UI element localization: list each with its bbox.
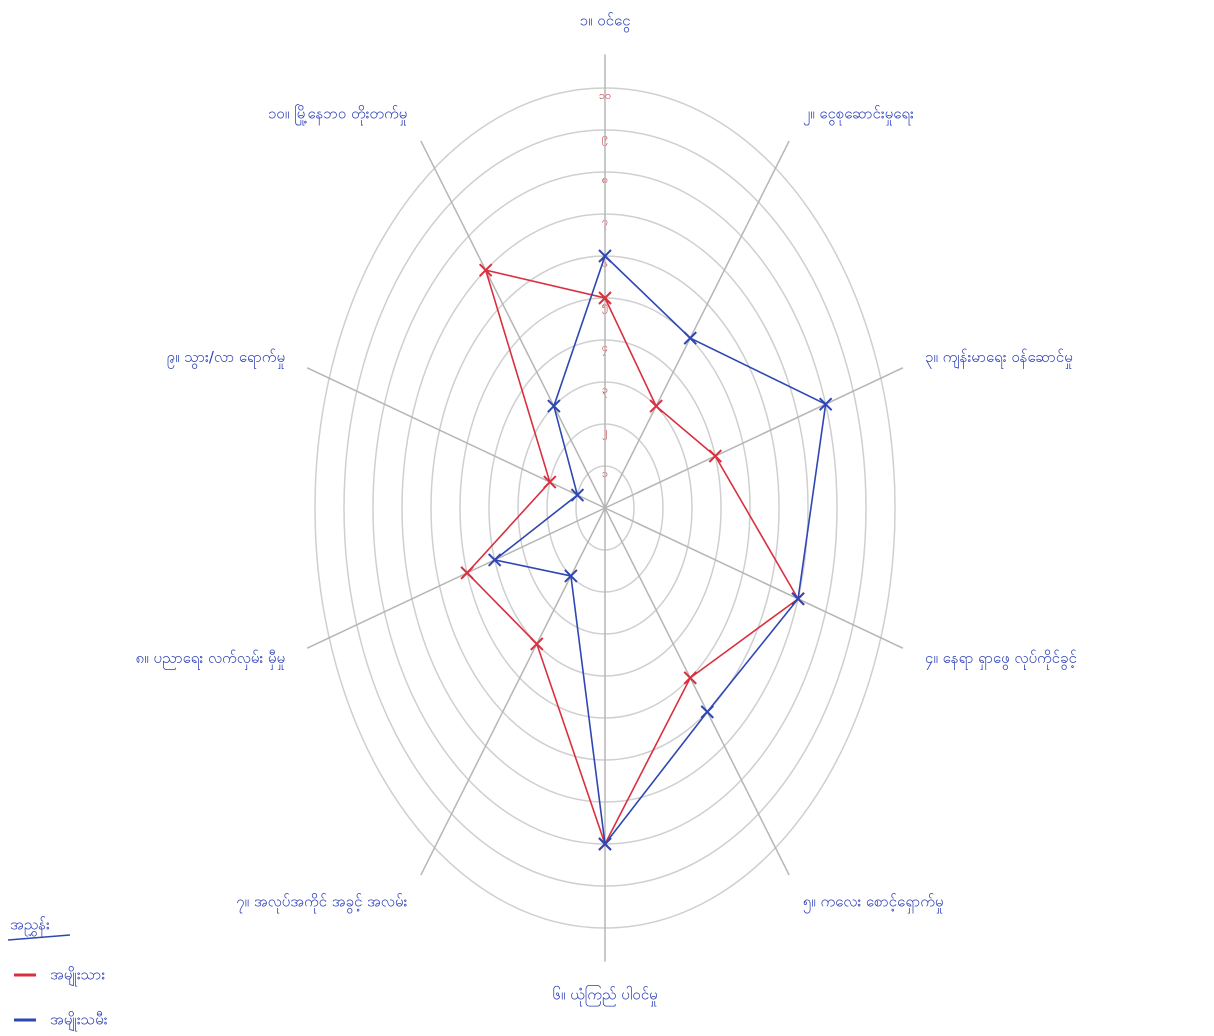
- point-marker: [701, 706, 713, 718]
- point-marker: [650, 400, 662, 412]
- point-marker: [461, 567, 473, 579]
- axis-line: [307, 508, 605, 648]
- point-marker: [709, 450, 721, 462]
- axis-label: ၄။ နေရာ ရှာဖွေ လုပ်ကိုင်ခွင့်: [925, 649, 1077, 670]
- point-marker: [684, 332, 696, 344]
- axis-line: [605, 141, 789, 508]
- axis-label: ၅။ ကလေး စောင့်ရှောက်မှု: [803, 893, 944, 914]
- axis-label: ၇။ အလုပ်အကိုင် အခွင့် အလမ်း: [236, 893, 407, 914]
- axis-label: ၂။ ငွေစုဆောင်းမှုရေး: [803, 104, 914, 125]
- point-marker: [684, 672, 696, 684]
- axis-label: ၁။ ဝင်ငွေ: [580, 11, 631, 32]
- axis-label: ၆။ ယုံကြည် ပါဝင်မှု: [552, 985, 657, 1007]
- axis-line: [605, 368, 903, 508]
- point-marker: [489, 554, 501, 566]
- legend-title: အညွှန်း: [10, 916, 50, 937]
- point-marker: [531, 638, 543, 650]
- axis-line: [605, 508, 903, 648]
- point-marker: [480, 264, 492, 276]
- axis-line: [605, 508, 789, 875]
- chart: ၁၂၃၄၅၆၇၈၉၁၀၁။ ဝင်ငွေ၂။ ငွေစုဆောင်းမှုရေး…: [0, 0, 1214, 1036]
- point-marker: [548, 400, 560, 412]
- axis-label: ၉။ သွား/လာ ရောက်မှု: [167, 348, 285, 369]
- axis-label: ၁၀။ မြို့နေဘဝ တိုးတက်မှု: [268, 103, 407, 125]
- axis-label: ၃။ ကျန်းမာရေး ဝန်ဆောင်မှု: [925, 348, 1073, 369]
- axis-label: ၈။ ပညာရေး လက်လှမ်း မှီမှု: [136, 649, 286, 670]
- point-marker: [544, 476, 556, 488]
- legend-label: အမျိုးသမီး: [50, 1011, 108, 1032]
- point-marker: [571, 489, 583, 501]
- series-line: [467, 270, 798, 844]
- legend-label: အမျိုးသား: [50, 966, 105, 987]
- legend-underline: [8, 935, 70, 940]
- axis-line: [421, 141, 605, 508]
